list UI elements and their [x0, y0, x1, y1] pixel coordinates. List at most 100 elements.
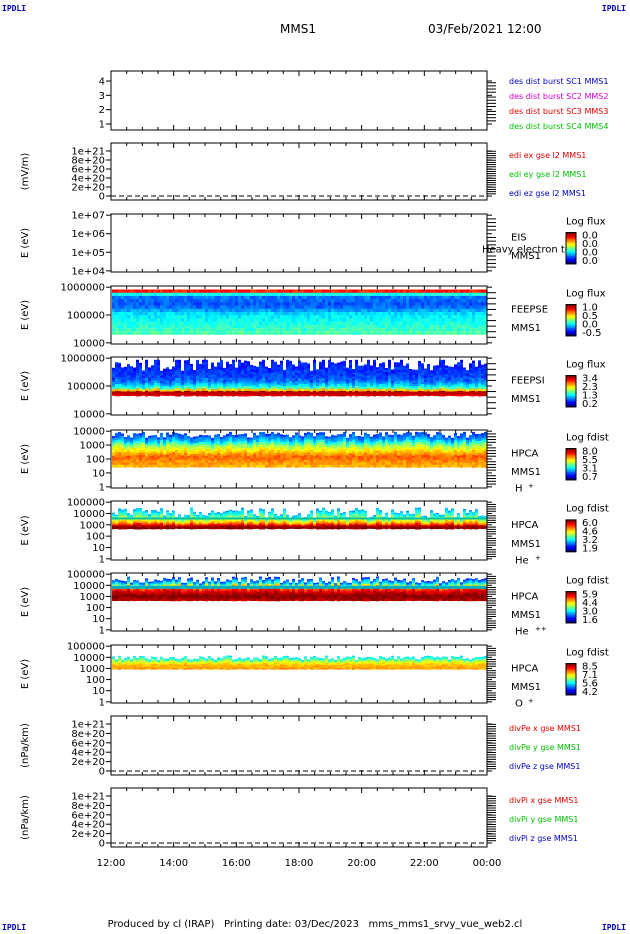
spectrogram-cell — [136, 295, 139, 300]
spectrogram-cell — [328, 331, 331, 335]
colorbar-cell — [566, 378, 576, 380]
spectrogram-cell — [145, 292, 148, 297]
spectrogram-cell — [283, 315, 286, 319]
spectrogram-cell — [253, 385, 256, 388]
spectrogram-cell — [241, 292, 244, 297]
spectrogram-cell — [226, 369, 229, 372]
spectrogram-cell — [313, 289, 316, 294]
spectrogram-cell — [133, 367, 136, 370]
spectrogram-cell — [391, 375, 394, 378]
spectrogram-cell — [247, 452, 250, 455]
spectrogram-cell — [148, 453, 151, 457]
spectrogram-cell — [373, 393, 376, 397]
spectrogram-cell — [157, 365, 160, 368]
spectrogram-cell — [409, 295, 412, 300]
spectrogram-cell — [121, 460, 124, 463]
spectrogram-cell — [118, 452, 121, 456]
spectrogram-cell — [397, 305, 400, 310]
spectrogram-cell — [412, 378, 415, 381]
spectrogram-cell — [154, 308, 157, 313]
spectrogram-cell — [382, 331, 385, 335]
spectrogram-cell — [196, 460, 199, 463]
spectrogram-cell — [169, 446, 172, 450]
spectrogram-cell — [193, 451, 196, 455]
spectrogram-cell — [289, 318, 292, 322]
spectrogram-cell — [268, 433, 271, 437]
spectrogram-cell — [286, 393, 289, 397]
spectrogram-cell — [259, 442, 262, 445]
spectrogram-cell — [274, 371, 277, 375]
spectrogram-cell — [232, 370, 235, 374]
spectrogram-cell — [265, 379, 268, 382]
spectrogram-cell — [298, 373, 301, 377]
spectrogram-cell — [244, 455, 247, 458]
spectrogram-cell — [199, 389, 202, 392]
spectrogram-cell — [292, 389, 295, 392]
spectrogram-cell — [112, 462, 115, 466]
spectrogram-cell — [199, 386, 202, 390]
spectrogram-cell — [340, 381, 343, 385]
spectrogram-cell — [112, 315, 115, 319]
spectrogram-cell — [211, 362, 214, 366]
spectrogram-cell — [328, 302, 331, 306]
spectrogram-cell — [346, 375, 349, 378]
spectrogram-cell — [169, 386, 172, 389]
spectrogram-cell — [436, 292, 439, 297]
spectrogram-cell — [139, 438, 142, 441]
spectrogram-cell — [190, 448, 193, 451]
spectrogram-cell — [244, 380, 247, 384]
spectrogram-cell — [382, 328, 385, 332]
spectrogram-cell — [376, 295, 379, 300]
spectrogram-cell — [433, 389, 436, 392]
spectrogram-cell — [151, 462, 154, 466]
spectrogram-cell — [322, 299, 325, 303]
spectrogram-cell — [307, 452, 310, 456]
spectrogram-cell — [307, 379, 310, 383]
spectrogram-cell — [397, 328, 400, 332]
spectrogram-cell — [124, 454, 127, 457]
spectrogram-cell — [325, 315, 328, 319]
spectrogram-cell — [322, 308, 325, 313]
spectrogram-cell — [319, 432, 322, 436]
spectrogram-cell — [238, 308, 241, 313]
spectrogram-cell — [277, 373, 280, 377]
spectrogram-cell — [175, 324, 178, 329]
spectrogram-cell — [307, 365, 310, 369]
spectrogram-cell — [400, 388, 403, 392]
panel-frame — [110, 213, 488, 273]
spectrogram-cell — [232, 451, 235, 454]
spectrogram-cell — [358, 385, 361, 388]
spectrogram-cell — [130, 305, 133, 310]
spectrogram-cell — [325, 381, 328, 385]
spectrogram-cell — [337, 374, 340, 378]
spectrogram-cell — [118, 328, 121, 332]
spectrogram-cell — [259, 369, 262, 372]
spectrogram-cell — [478, 289, 481, 294]
spectrogram-cell — [157, 359, 160, 363]
spectrogram-cell — [280, 373, 283, 377]
spectrogram-cell — [220, 388, 223, 392]
spectrogram-cell — [274, 383, 277, 387]
spectrogram-cell — [289, 289, 292, 294]
spectrogram-cell — [175, 372, 178, 376]
spectrogram-cell — [271, 436, 274, 440]
spectrogram-cell — [247, 321, 250, 326]
spectrogram-cell — [364, 289, 367, 294]
spectrogram-cell — [373, 321, 376, 326]
spectrogram-cell — [163, 370, 166, 374]
spectrogram-cell — [121, 289, 124, 294]
spectrogram-cell — [265, 295, 268, 300]
spectrogram-cell — [379, 315, 382, 319]
spectrogram-cell — [271, 444, 274, 448]
spectrogram-cell — [196, 385, 199, 389]
spectrogram-cell — [298, 324, 301, 329]
spectrogram-cell — [202, 453, 205, 457]
colorbar-cell — [566, 304, 576, 307]
spectrogram-cell — [445, 372, 448, 375]
spectrogram-cell — [139, 308, 142, 313]
spectrogram-cell — [118, 442, 121, 445]
spectrogram-cell — [394, 362, 397, 365]
spectrogram-cell — [163, 462, 166, 466]
spectrogram-cell — [370, 315, 373, 319]
spectrogram-cell — [220, 464, 223, 468]
